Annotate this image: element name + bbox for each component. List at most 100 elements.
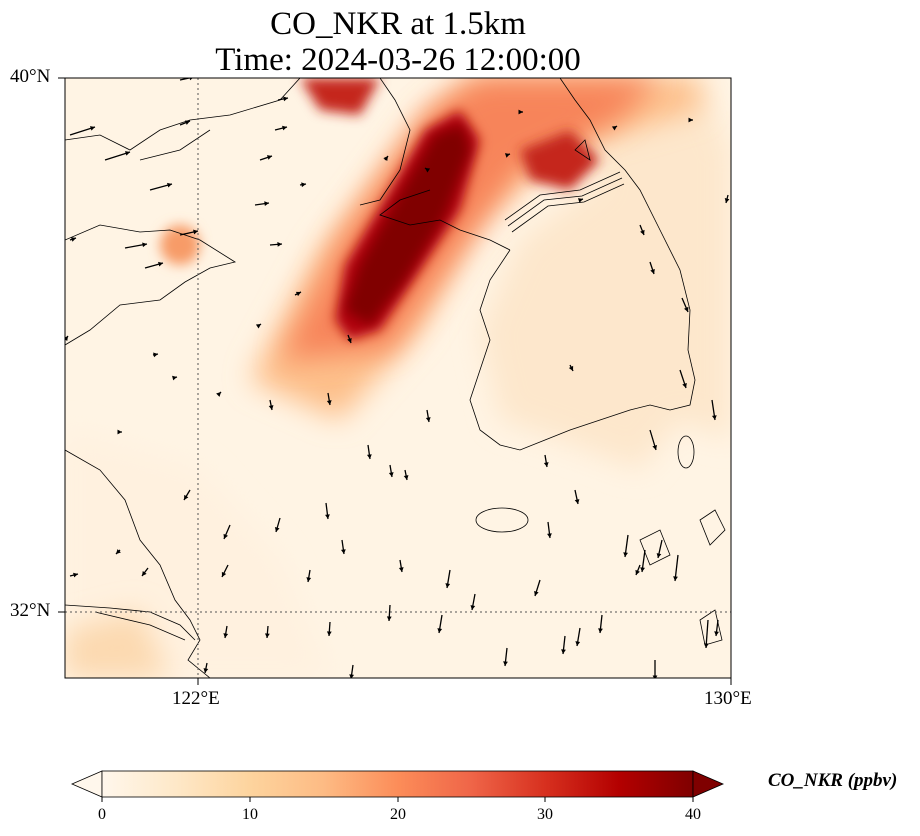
axis-ticks [58,77,732,685]
wind-arrow-head [714,631,719,636]
plot-subtitle: Time: 2024-03-26 12:00:00 [215,42,581,78]
wind-arrow-head [518,109,523,115]
colorbar-tick-0: 0 [98,806,106,823]
wind-arrow-head [266,155,272,160]
coastlines [65,78,726,678]
wind-arrow-head [221,571,227,577]
wind-arrow-head [153,352,158,358]
wind-arrow-head [184,494,189,500]
wind-arrow-head [340,549,346,554]
wind-arrow-head [65,336,68,342]
colorbar-tick-20: 20 [390,806,406,823]
wind-arrow-head [282,125,287,131]
colorbar-tick-10: 10 [242,806,258,823]
colorbar-title: CO_NKR (ppbv) [768,770,898,791]
map-frame [64,77,732,679]
wind-arrow-head [268,405,274,410]
lon-label-130: 130°E [704,688,752,709]
wind-arrow-head [703,643,709,648]
wind-arrow-head [89,126,95,131]
wind-arrow-head [277,241,282,247]
wind-arrow-head [347,337,352,343]
wind-vectors [65,78,730,678]
wind-arrow-head [383,156,388,162]
wind-arrow-head [724,198,730,203]
wind-arrow-head [688,117,693,123]
wind-arrow-head [295,291,301,297]
wind-arrow-head [306,577,312,582]
wind-arrow-head [577,198,583,203]
wind-arrow-head [711,415,717,420]
wind-arrow-head [386,616,392,621]
wind-arrow-head [504,153,510,158]
wind-arrow-head [425,417,431,422]
wind-arrow-head [543,462,549,467]
wind-arrow-head [124,151,130,156]
wind-arrow-head [656,553,662,558]
concentration-field [65,78,731,678]
wind-arrow-head [403,475,409,480]
wind-arrow-head [325,514,330,519]
wind-arrow-head [216,392,221,397]
wind-arrow-head [264,633,270,638]
wind-arrow-head [349,674,355,678]
wind-arrow-head [326,631,332,636]
wind-arrow-head [366,454,372,459]
wind-arrow-head [437,628,443,633]
wind-arrow-head [623,552,628,557]
plot-title: CO_NKR at 1.5km [270,6,526,42]
wind-arrow-head [223,633,229,638]
wind-arrow-head [301,182,306,188]
wind-arrow-head [326,400,332,405]
wind-arrow-head [264,201,269,207]
wind-arrow-head [172,375,177,381]
wind-arrow-head [73,572,78,578]
wind-arrow-head [635,569,640,575]
wind-arrow-head [534,590,539,596]
wind-arrow-head [652,445,658,450]
colorbar-tick-30: 30 [537,806,553,823]
wind-arrow-head [189,78,193,81]
wind-arrow-head [503,661,508,666]
wind-arrow-head [640,229,645,235]
colorbar-extend-high [692,770,725,798]
wind-arrow-head [611,126,617,131]
wind-arrow-head [561,649,566,654]
wind-arrow-head [398,567,404,572]
wind-arrow-head [388,472,394,477]
wind-arrow-head [445,583,451,588]
lat-label-40: 40°N [10,66,51,87]
wind-arrow-head [682,382,687,388]
wind-arrow-head [425,168,431,173]
wind-arrow-head [650,268,655,274]
colorbar [70,770,725,802]
wind-arrow-head [116,549,121,554]
wind-arrow-head [274,527,280,532]
wind-arrow-head [598,628,603,633]
wind-arrow-head [673,576,678,581]
wind-arrow-head [70,237,76,242]
wind-arrow-head [203,668,209,673]
colorbar-tick-40: 40 [685,806,701,823]
wind-arrow-shaft [705,619,709,649]
wind-arrow-head [255,324,261,329]
gridlines [65,78,731,678]
wind-arrow-head [184,120,190,125]
wind-arrow-head [652,675,658,678]
wind-arrow-head [167,182,172,188]
wind-arrow-head [142,570,147,576]
wind-arrow-head [470,605,476,610]
colorbar-extend-low [70,770,103,798]
wind-arrow-head [684,306,689,312]
wind-arrow-head [640,567,645,572]
lon-label-122: 122°E [172,688,220,709]
wind-arrow-head [223,533,228,539]
wind-arrow-head [193,229,198,235]
lat-label-32: 32°N [10,600,51,621]
wind-arrow-head [574,499,580,504]
wind-arrow-head [117,429,122,435]
wind-arrow-head [142,242,147,248]
wind-arrow-head [283,96,288,102]
wind-arrow-head [547,533,552,538]
